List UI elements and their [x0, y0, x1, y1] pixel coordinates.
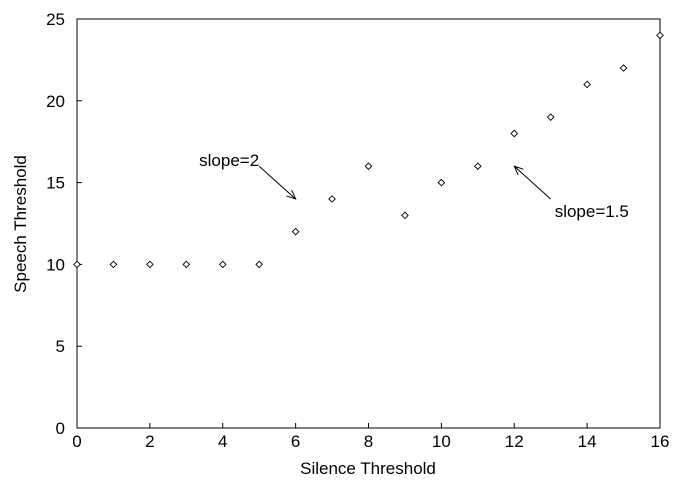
data-point — [583, 80, 591, 89]
x-tick-label: 0 — [72, 432, 81, 451]
data-points — [73, 31, 664, 269]
data-point — [218, 260, 227, 269]
annotation-label: slope=2 — [199, 151, 259, 170]
data-point — [328, 195, 336, 203]
data-point — [109, 260, 118, 269]
x-axis: 0 2 4 6 8 10 12 14 16 — [72, 423, 669, 451]
y-tick-label: 25 — [46, 10, 65, 29]
annotations: slope=2 slope=1.5 — [199, 151, 629, 221]
data-point — [255, 260, 264, 269]
plot-area-frame — [76, 18, 661, 429]
y-tick-label: 5 — [56, 337, 65, 356]
data-point — [146, 260, 154, 269]
data-point — [656, 31, 664, 40]
y-tick-label: 20 — [46, 92, 65, 111]
annotation-arrow — [258, 165, 295, 199]
y-tick-label: 0 — [56, 419, 65, 438]
y-tick-label: 10 — [46, 255, 65, 274]
y-axis-label: Speech Threshold — [11, 155, 30, 293]
data-point — [401, 211, 409, 220]
x-tick-label: 8 — [364, 432, 373, 451]
data-point — [546, 113, 555, 121]
data-point — [182, 260, 191, 269]
y-axis: 0 5 10 15 20 25 — [46, 10, 82, 438]
data-point — [619, 64, 628, 72]
data-point — [364, 162, 373, 171]
x-tick-label: 10 — [432, 432, 451, 451]
x-axis-label: Silence Threshold — [300, 459, 436, 478]
x-tick-label: 12 — [505, 432, 524, 451]
data-point — [473, 162, 482, 171]
x-tick-label: 14 — [578, 432, 597, 451]
x-tick-label: 16 — [651, 432, 670, 451]
data-point — [73, 260, 81, 269]
x-tick-label: 2 — [145, 432, 154, 451]
x-tick-label: 6 — [291, 432, 300, 451]
data-point — [291, 227, 300, 236]
annotation-label: slope=1.5 — [555, 202, 629, 221]
annotation-arrow — [514, 166, 552, 200]
y-tick-label: 15 — [46, 174, 65, 193]
data-point — [437, 178, 446, 187]
data-point — [510, 129, 519, 138]
x-tick-label: 4 — [218, 432, 227, 451]
